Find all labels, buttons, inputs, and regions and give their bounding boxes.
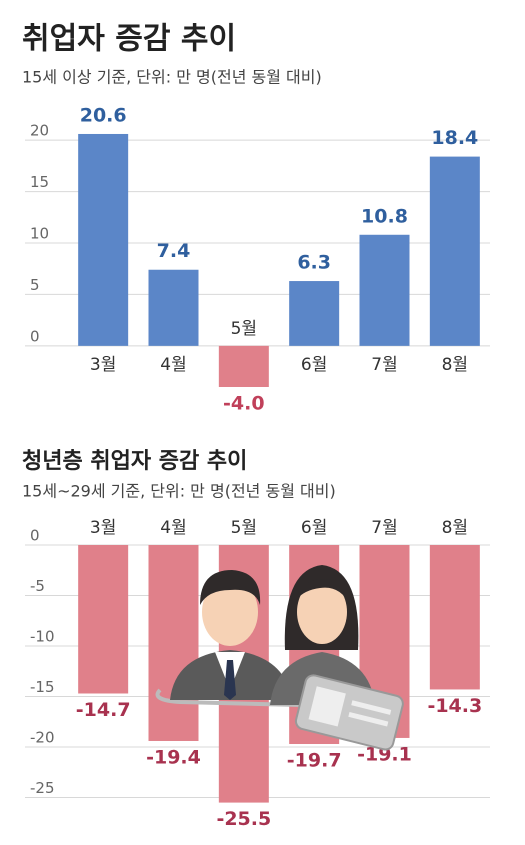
value-label: 20.6 xyxy=(80,104,127,126)
illustration-tie xyxy=(224,660,236,700)
value-label: 10.8 xyxy=(361,205,408,227)
x-tick-label: 4월 xyxy=(160,355,186,375)
bar xyxy=(429,545,480,690)
illustration xyxy=(155,565,404,751)
illustration-card-photo xyxy=(308,686,346,727)
bar xyxy=(78,133,129,346)
y-tick-label: -5 xyxy=(30,577,45,595)
y-tick-label: -10 xyxy=(30,628,55,646)
value-label: -25.5 xyxy=(216,808,271,830)
y-tick-label: 20 xyxy=(30,122,49,140)
value-label: -14.7 xyxy=(76,699,131,721)
value-label: 6.3 xyxy=(297,252,331,274)
illustration-face xyxy=(202,578,258,646)
bar xyxy=(148,269,199,346)
bar xyxy=(78,545,129,694)
x-tick-label: 7월 xyxy=(371,355,397,375)
x-tick-label: 6월 xyxy=(301,355,327,375)
value-label: -19.4 xyxy=(146,746,201,768)
value-label: 18.4 xyxy=(431,127,478,149)
x-tick-label: 5월 xyxy=(231,518,257,538)
illustration-card-line xyxy=(348,711,389,727)
chart-subtitle: 15세~29세 기준, 단위: 만 명(전년 동월 대비) xyxy=(22,482,336,501)
value-label: -14.3 xyxy=(427,695,482,717)
y-tick-label: -25 xyxy=(30,779,55,797)
bar xyxy=(218,345,269,387)
x-tick-label: 3월 xyxy=(90,355,116,375)
illustration-face xyxy=(297,580,347,644)
y-tick-label: -20 xyxy=(30,729,55,747)
bar xyxy=(429,156,480,346)
x-tick-label: 4월 xyxy=(160,518,186,538)
y-tick-label: 0 xyxy=(30,327,40,345)
bar xyxy=(148,545,199,741)
illustration-strap xyxy=(155,688,301,707)
y-tick-label: -15 xyxy=(30,678,55,696)
x-tick-label: 8월 xyxy=(442,518,468,538)
illustration-hair xyxy=(200,570,261,605)
value-label: -19.1 xyxy=(357,743,412,765)
chart-title: 취업자 증감 추이 xyxy=(22,22,236,57)
x-tick-label: 6월 xyxy=(301,518,327,538)
x-tick-label: 8월 xyxy=(442,355,468,375)
y-tick-label: 5 xyxy=(30,276,40,294)
value-label: -4.0 xyxy=(223,393,265,415)
x-tick-label: 3월 xyxy=(90,518,116,538)
x-tick-label: 7월 xyxy=(371,518,397,538)
value-label: 7.4 xyxy=(157,240,191,262)
illustration-card-line xyxy=(351,700,392,715)
bar xyxy=(359,234,410,346)
y-tick-label: 10 xyxy=(30,225,49,243)
bar xyxy=(289,281,340,346)
x-tick-label: 5월 xyxy=(231,319,257,339)
chart-subtitle: 15세 이상 기준, 단위: 만 명(전년 동월 대비) xyxy=(22,68,322,87)
chart-title: 청년층 취업자 증감 추이 xyxy=(22,449,247,474)
illustration-card xyxy=(294,674,404,751)
illustration-hair xyxy=(296,579,350,605)
y-tick-label: 0 xyxy=(30,527,40,545)
y-tick-label: 15 xyxy=(30,173,49,191)
value-label: -19.7 xyxy=(287,750,342,772)
